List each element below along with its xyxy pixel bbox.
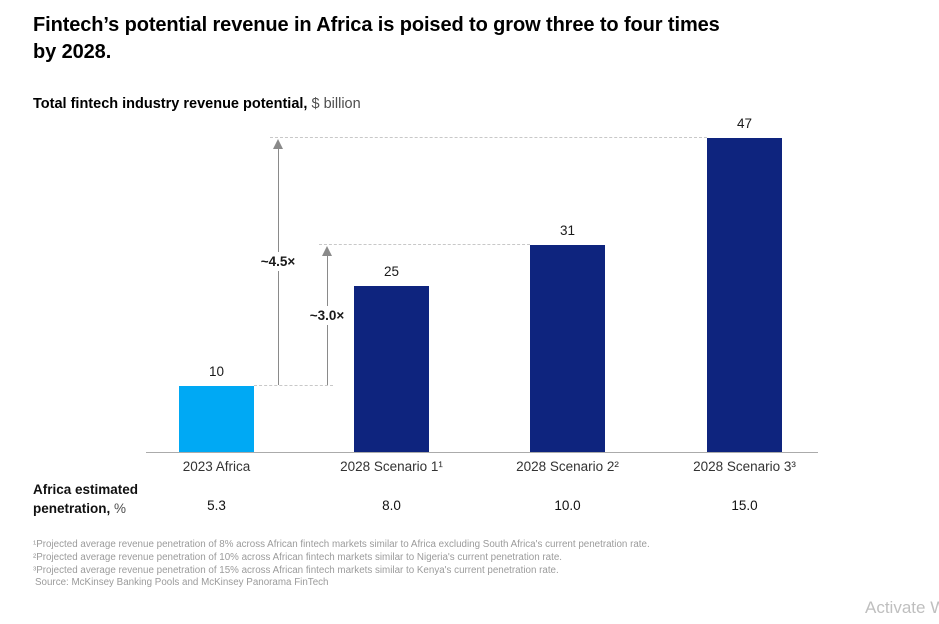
footnotes-block: ¹Projected average revenue penetration o… <box>33 539 650 590</box>
footnote-3: ³Projected average revenue penetration o… <box>33 564 559 576</box>
bar-value-label: 25 <box>383 263 400 279</box>
chart-subtitle: Total fintech industry revenue potential… <box>33 96 361 112</box>
penetration-value: 5.3 <box>207 498 226 513</box>
penetration-value: 10.0 <box>554 498 581 513</box>
x-axis-line <box>146 452 818 453</box>
x-axis-label: 2023 Africa <box>182 459 251 474</box>
footnote-2: ²Projected average revenue penetration o… <box>33 551 562 563</box>
bar-1 <box>179 386 254 453</box>
bar-2 <box>354 285 429 453</box>
x-axis-label: 2028 Scenario 3³ <box>693 459 796 474</box>
activate-windows-watermark: Activate W <box>865 598 939 617</box>
title-line-2: by 2028. <box>33 41 112 63</box>
dashed-reference-line <box>254 385 333 386</box>
source-line: Source: McKinsey Banking Pools and McKin… <box>35 577 329 589</box>
growth-multiplier-label: ~4.5× <box>240 252 316 272</box>
bar-value-label: 10 <box>208 364 225 379</box>
growth-arrow-head-icon <box>273 139 283 150</box>
penetration-value: 15.0 <box>731 498 758 513</box>
penetration-label-unit: % <box>110 501 127 516</box>
bar-value-label: 31 <box>559 223 576 239</box>
growth-multiplier-label: ~3.0× <box>289 305 365 325</box>
dashed-reference-line <box>270 137 707 139</box>
x-axis-label: 2028 Scenario 1¹ <box>340 459 443 474</box>
dashed-reference-line <box>319 244 530 246</box>
footnote-1: ¹Projected average revenue penetration o… <box>33 539 650 550</box>
bar-3 <box>530 245 605 453</box>
page-title: Fintech’s potential revenue in Africa is… <box>33 12 720 66</box>
subtitle-label: Total fintech industry revenue potential… <box>33 96 308 112</box>
bar-value-label: 47 <box>736 116 753 132</box>
penetration-row-label: Africa estimated penetration, % <box>33 480 138 518</box>
growth-arrow-head-icon <box>322 246 332 257</box>
penetration-label-line1: Africa estimated <box>33 482 139 497</box>
penetration-value: 8.0 <box>382 498 401 513</box>
bar-4 <box>707 138 782 453</box>
penetration-label-line2: penetration, % <box>33 499 138 518</box>
x-axis-label: 2028 Scenario 2² <box>516 459 619 474</box>
title-line-1: Fintech’s potential revenue in Africa is… <box>33 14 720 36</box>
penetration-label-bold: penetration, <box>33 501 111 516</box>
subtitle-unit: $ billion <box>307 96 361 112</box>
